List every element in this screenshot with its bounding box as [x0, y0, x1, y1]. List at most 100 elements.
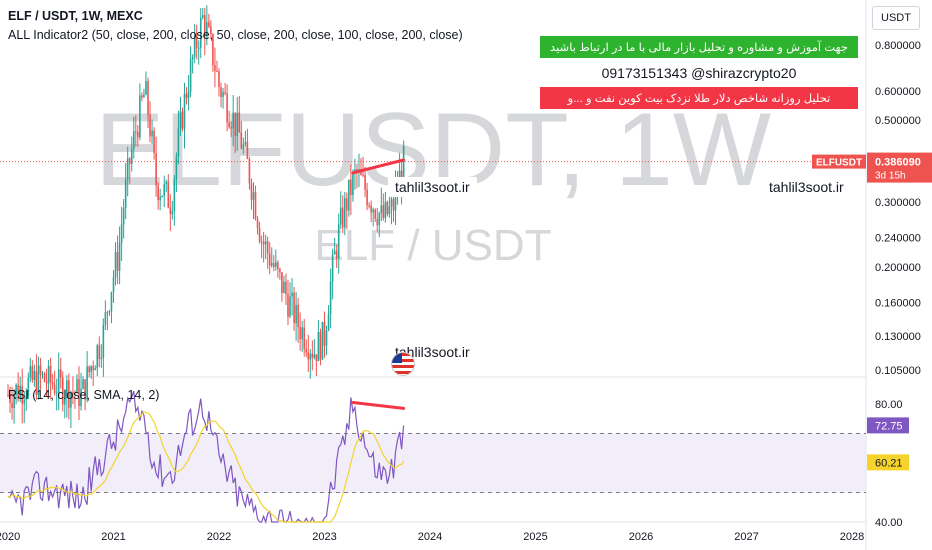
rsi-tick-label: 40.00 — [875, 517, 903, 529]
candle-body — [70, 392, 72, 408]
candle-body — [270, 263, 273, 266]
candle-body — [175, 156, 178, 180]
candle-body — [394, 186, 397, 211]
candle-body — [325, 330, 328, 346]
candle-body — [199, 17, 202, 48]
candle-body — [151, 130, 153, 137]
candle-body — [13, 394, 15, 408]
candle-body — [9, 395, 11, 403]
candle-body — [124, 179, 127, 209]
candle-body — [230, 126, 232, 129]
symbol-legend[interactable]: ELF / USDT, 1W, MEXC — [8, 9, 143, 23]
rsi-tick-label: 80.00 — [875, 399, 903, 411]
candle-body — [297, 304, 299, 328]
candle-body — [25, 396, 28, 400]
candle-body — [193, 35, 196, 57]
candle-body — [281, 272, 283, 293]
candle-body — [248, 159, 251, 184]
candle-body — [277, 262, 279, 269]
candle-body — [323, 322, 326, 346]
price-tick-label: 0.500000 — [875, 115, 921, 127]
candle-body — [352, 173, 354, 196]
price-tick-label: 0.240000 — [875, 233, 921, 245]
candle-body — [210, 26, 212, 35]
candle-body — [303, 327, 306, 350]
time-tick-label: 2025 — [523, 531, 547, 543]
candle-body — [364, 175, 366, 190]
rsi-tag-value: 72.75 — [875, 420, 903, 432]
candle-body — [384, 201, 387, 218]
price-tick-label: 0.600000 — [875, 86, 921, 98]
rsi-sma-line — [7, 410, 405, 523]
candle-body — [382, 205, 385, 218]
candle-body — [362, 174, 364, 176]
candle-body — [266, 241, 269, 254]
candle-body — [341, 207, 344, 228]
candle-body — [149, 114, 151, 137]
candle-body — [372, 209, 374, 213]
candle-body — [84, 379, 86, 400]
candle-body — [76, 379, 78, 393]
candle-body — [309, 353, 312, 360]
price-tag-value: 0.386090 — [875, 157, 921, 169]
candle-body — [130, 148, 133, 164]
site-label: tahlil3soot.ir — [762, 177, 851, 197]
candle-body — [183, 93, 186, 129]
symbol-tag-bg — [812, 154, 866, 169]
pair-watermark: ELF / USDT — [314, 221, 551, 270]
ad-phone-banner: 09173151343 @shirazcrypto20 — [540, 60, 858, 86]
candle-body — [386, 201, 389, 215]
candle-body — [366, 189, 368, 206]
candle-body — [370, 205, 372, 213]
candle-body — [331, 254, 334, 282]
candle-body — [116, 251, 119, 271]
candle-body — [106, 312, 109, 314]
candle-body — [348, 179, 350, 211]
candle-body — [11, 402, 13, 408]
candle-body — [88, 366, 90, 372]
candle-body — [260, 241, 263, 243]
currency-button[interactable]: USDT — [872, 6, 920, 30]
candle-body — [78, 379, 80, 407]
candle-body — [96, 345, 99, 369]
candle-body — [201, 15, 204, 18]
candle-body — [187, 91, 190, 99]
price-tick-label: 0.200000 — [875, 262, 921, 274]
candle-body — [163, 184, 166, 196]
symbol-tag: ELFUSDT — [816, 158, 862, 169]
candle-body — [236, 112, 239, 136]
candle-body — [214, 65, 216, 71]
candle-body — [287, 294, 289, 317]
candle-body — [169, 207, 172, 215]
candle-body — [41, 373, 44, 375]
rsi-tag-bg — [867, 417, 909, 434]
candle-body — [94, 368, 97, 371]
time-tick-label: 2027 — [734, 531, 758, 543]
candle-body — [132, 131, 135, 149]
candle-body — [374, 209, 377, 219]
candle-body — [191, 56, 194, 60]
candle-body — [291, 292, 293, 297]
candle-body — [301, 327, 303, 340]
candle-body — [234, 112, 237, 136]
candle-body — [165, 181, 168, 185]
candle-body — [305, 349, 308, 353]
candle-body — [346, 198, 348, 211]
candle-body — [118, 242, 121, 271]
ad-blank-box — [540, 10, 858, 32]
indicator-legend[interactable]: ALL Indicator2 (50, close, 200, close, 5… — [8, 28, 463, 42]
candle-body — [222, 92, 224, 97]
candle-body — [212, 34, 214, 66]
us-flag-icon[interactable] — [391, 352, 415, 376]
candle-body — [226, 93, 228, 123]
candle-body — [388, 206, 391, 215]
candle-body — [285, 281, 287, 295]
candle-body — [220, 87, 222, 97]
rsi-legend[interactable]: RSI (14, close, SMA, 14, 2) — [8, 388, 160, 402]
candle-body — [21, 385, 24, 404]
candle-body — [80, 388, 82, 407]
price-tag-bg — [867, 152, 932, 183]
